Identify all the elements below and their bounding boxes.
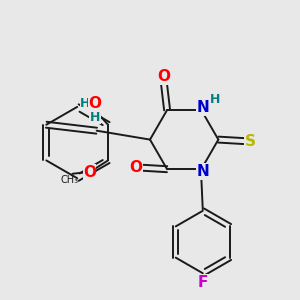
Text: O: O <box>88 96 101 111</box>
Text: N: N <box>196 100 209 115</box>
Text: O: O <box>83 165 96 180</box>
Text: H: H <box>90 111 101 124</box>
Text: O: O <box>129 160 142 175</box>
Text: S: S <box>245 134 256 148</box>
Text: O: O <box>158 69 171 84</box>
Text: N: N <box>196 164 209 179</box>
Text: F: F <box>198 275 208 290</box>
Text: CH₃: CH₃ <box>60 175 79 185</box>
Text: H: H <box>209 93 220 106</box>
Text: H: H <box>80 98 90 110</box>
